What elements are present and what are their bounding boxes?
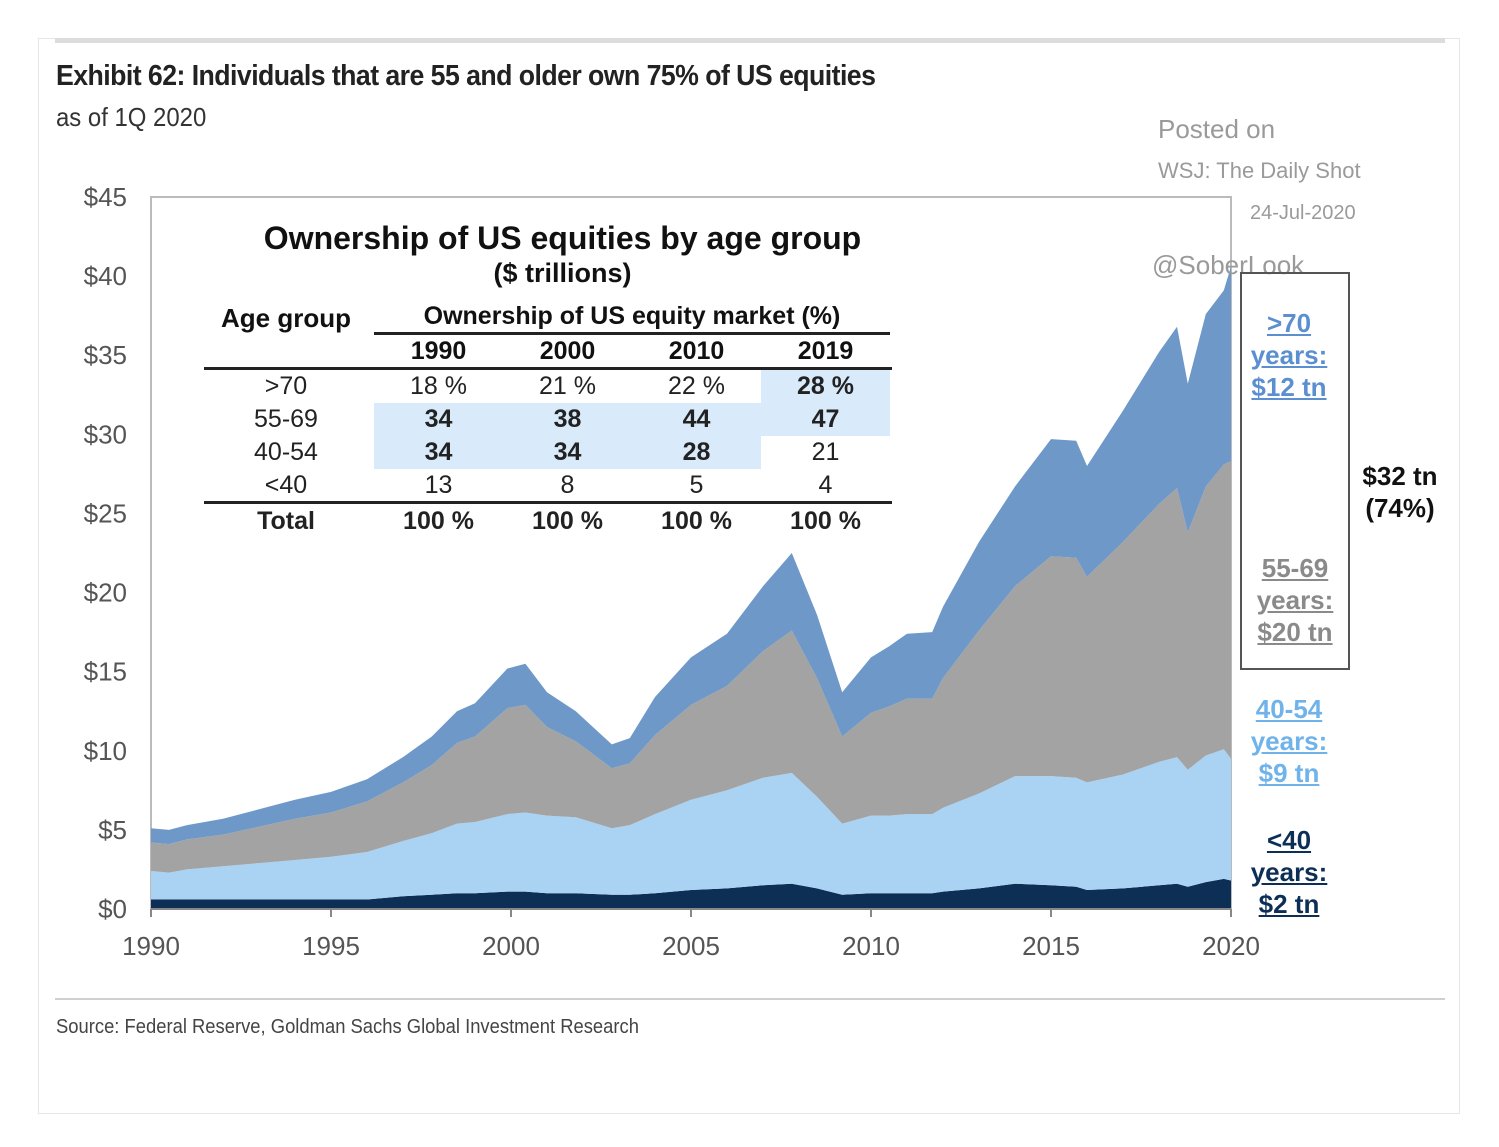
inset-subtitle: ($ trillions): [493, 258, 632, 288]
area-series-a4054: [151, 749, 1231, 900]
y-tick-label: $25: [84, 498, 127, 528]
y-tick-label: $15: [84, 657, 127, 687]
label-line: $12 tn: [1251, 372, 1327, 402]
y-tick-label: $20: [84, 578, 127, 608]
label-line: years:: [1250, 857, 1328, 887]
label-line: $2 tn: [1258, 889, 1320, 919]
table-cell: 21: [811, 438, 840, 466]
55-plus-bracket-box: [1240, 272, 1350, 670]
x-tick-label: 1990: [122, 931, 180, 961]
table-cell: 100 %: [532, 507, 603, 535]
watermark-source: WSJ: The Daily Shot: [1158, 158, 1361, 183]
table-row: 55-69 34 38 44 47: [204, 403, 892, 436]
table-cell: 8: [560, 471, 575, 499]
label-lt40-years: <40 years: $2 tn: [1234, 824, 1344, 920]
table-cell: 5: [689, 471, 704, 499]
year-header-2010: 2010: [668, 337, 725, 365]
table-cell: 18 %: [410, 372, 467, 400]
row-label: Total: [257, 507, 315, 535]
year-header-2019: 2019: [797, 337, 854, 365]
y-tick-label: $0: [98, 894, 127, 924]
table-cell: 100 %: [661, 507, 732, 535]
table-cell: 100 %: [403, 507, 474, 535]
age-group-header: Age group: [221, 303, 351, 333]
area-series-lt40: [151, 878, 1231, 909]
row-label: >70: [264, 372, 308, 400]
label-line: 55-69: [1261, 553, 1329, 583]
label-line: <40: [1266, 825, 1312, 855]
year-header-2000: 2000: [539, 337, 596, 365]
table-cell: 22 %: [668, 372, 725, 400]
table-cell: 100 %: [790, 507, 861, 535]
header-rule: [374, 332, 890, 335]
area-series-a5569: [151, 461, 1231, 873]
y-tick-label: $35: [84, 340, 127, 370]
label-line: years:: [1250, 726, 1328, 756]
area-series-gt70: [151, 266, 1231, 845]
table-row: <40 13 8 5 4: [204, 469, 892, 502]
table-cell: 13: [424, 471, 453, 499]
table-cell-highlight: 34: [374, 436, 503, 469]
bottom-rule: [55, 998, 1445, 1000]
table-cell-highlight: 47: [761, 403, 890, 436]
table-cell-highlight: 34: [503, 436, 632, 469]
label-40-54-years: 40-54 years: $9 tn: [1234, 693, 1344, 789]
y-tick-label: $10: [84, 736, 127, 766]
x-tick-label: 1995: [302, 931, 360, 961]
y-tick-label: $5: [98, 815, 127, 845]
row-label: 40-54: [254, 438, 318, 466]
y-tick-label: $30: [84, 419, 127, 449]
exhibit-subtitle: as of 1Q 2020: [56, 102, 207, 132]
table-cell: 4: [818, 471, 833, 499]
table-cell-highlight: 44: [632, 403, 761, 436]
table-row-total: Total 100 % 100 % 100 % 100 %: [204, 505, 892, 538]
table-row: 40-54 34 34 28 21: [204, 436, 892, 469]
label-line: years:: [1256, 585, 1334, 615]
source-note: Source: Federal Reserve, Goldman Sachs G…: [56, 1016, 639, 1038]
year-header-1990: 1990: [410, 337, 467, 365]
label-line: years:: [1250, 340, 1328, 370]
table-cell: 21 %: [539, 372, 596, 400]
table-row: >70 18 % 21 % 22 % 28 %: [204, 370, 892, 403]
x-tick-label: 2020: [1202, 931, 1260, 961]
watermark-handle: @SoberLook: [1152, 250, 1305, 280]
label-55-69-years: 55-69 years: $20 tn: [1240, 552, 1350, 648]
stacked-area-chart: $0 $5 $10 $15 $20 $25 $30 $35 $40 $45 1990 1995 2000…: [84, 182, 1260, 961]
label-line: $20 tn: [1257, 617, 1333, 647]
x-tick-label: 2005: [662, 931, 720, 961]
exhibit-title: Exhibit 62: Individuals that are 55 and …: [56, 60, 876, 92]
x-tick-label: 2015: [1022, 931, 1080, 961]
inset-title: Ownership of US equities by age group: [263, 220, 862, 256]
label-gt70-years: >70 years: $12 tn: [1234, 307, 1344, 403]
watermark-date: 24-Jul-2020: [1250, 202, 1356, 224]
table-cell-highlight: 28: [632, 436, 761, 469]
label-line: $9 tn: [1258, 758, 1320, 788]
table-cell-highlight: 38: [503, 403, 632, 436]
x-tick-label: 2010: [842, 931, 900, 961]
y-tick-label: $45: [84, 182, 127, 212]
total-55-plus-label: $32 tn (74%): [1362, 461, 1438, 523]
table-top-rule: [204, 367, 892, 370]
total-rule: [204, 501, 892, 504]
watermark-posted-on: Posted on: [1158, 114, 1276, 144]
table-cell-highlight: 34: [374, 403, 503, 436]
label-line: >70: [1266, 308, 1312, 338]
row-label: 55-69: [254, 405, 318, 433]
ownership-header: Ownership of US equity market (%): [423, 302, 841, 330]
x-tick-label: 2000: [482, 931, 540, 961]
top-rule: [55, 38, 1445, 43]
y-tick-label: $40: [84, 261, 127, 291]
label-line: 40-54: [1255, 694, 1323, 724]
row-label: <40: [264, 471, 308, 499]
table-cell-highlight: 28 %: [761, 370, 890, 403]
